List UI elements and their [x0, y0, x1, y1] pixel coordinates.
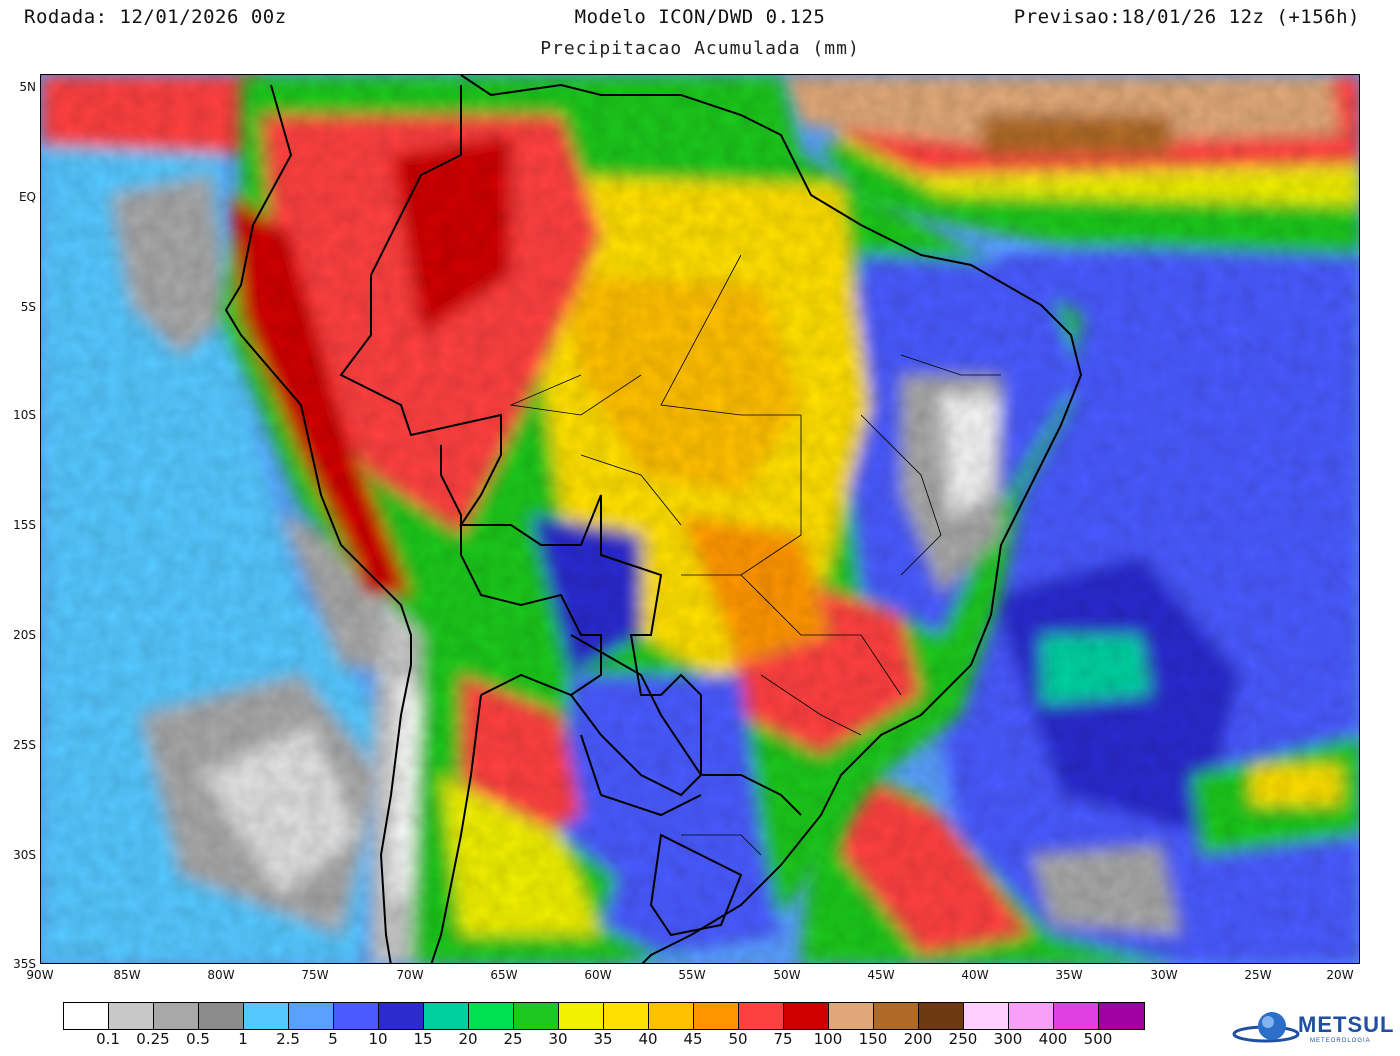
colorbar-swatch [289, 1003, 334, 1029]
metsul-logo: METSUL METEOROLOGIA [1232, 1008, 1393, 1052]
lat-label: 20S [13, 628, 36, 642]
colorbar-swatch [559, 1003, 604, 1029]
colorbar-tick-label: 300 [993, 1030, 1023, 1048]
colorbar-tick-label: 1 [238, 1030, 248, 1048]
lon-label: 75W [301, 968, 329, 982]
lon-label: 50W [773, 968, 801, 982]
lon-label: 25W [1244, 968, 1272, 982]
colorbar-tick-label: 50 [728, 1030, 748, 1048]
lon-label: 55W [678, 968, 706, 982]
colorbar-tick-label: 250 [948, 1030, 978, 1048]
lon-label: 45W [867, 968, 895, 982]
lat-label: 30S [13, 848, 36, 862]
colorbar-tick-label: 0.5 [186, 1030, 210, 1048]
colorbar-swatch [244, 1003, 289, 1029]
colorbar-tick-label: 200 [903, 1030, 933, 1048]
colorbar-swatch [649, 1003, 694, 1029]
brazil-border [339, 85, 802, 816]
colorbar-swatch [469, 1003, 514, 1029]
logo-text: METSUL [1298, 1012, 1395, 1037]
argentina-border [430, 694, 702, 963]
colorbar-tick-label: 25 [503, 1030, 523, 1048]
colorbar-swatch [1009, 1003, 1054, 1029]
colorbar-swatch [919, 1003, 964, 1029]
colorbar-tick-label: 0.1 [96, 1030, 120, 1048]
colorbar-tick-label: 5 [328, 1030, 338, 1048]
globe-icon [1232, 1012, 1300, 1043]
lat-label: 15S [13, 518, 36, 532]
colorbar-swatch [154, 1003, 199, 1029]
lon-label: 35W [1055, 968, 1083, 982]
colorbar-tick-label: 20 [458, 1030, 478, 1048]
colorbar-tick-label: 150 [858, 1030, 888, 1048]
lat-label: 10S [13, 408, 36, 422]
country-borders [224, 75, 1083, 963]
precipitation-colorbar [63, 1002, 1145, 1030]
colorbar-swatch [604, 1003, 649, 1029]
lat-label: 25S [13, 738, 36, 752]
precipitation-map[interactable] [40, 74, 1360, 964]
lat-label: EQ [18, 190, 36, 204]
lat-label: 5N [19, 80, 36, 94]
lat-label: 5S [20, 300, 36, 314]
colorbar-swatch [514, 1003, 559, 1029]
colorbar-swatch [784, 1003, 829, 1029]
lon-label: 60W [584, 968, 612, 982]
uruguay-border [649, 833, 743, 937]
lon-label: 20W [1326, 968, 1354, 982]
lon-label: 65W [490, 968, 518, 982]
valid-time-label: Previsao:18/01/26 12z (+156h) [1013, 6, 1360, 28]
coastline [224, 75, 1083, 963]
colorbar-tick-label: 30 [548, 1030, 568, 1048]
lon-label: 30W [1150, 968, 1178, 982]
paraguay-border [570, 634, 703, 797]
colorbar-tick-label: 45 [683, 1030, 703, 1048]
colorbar-swatch [424, 1003, 469, 1029]
run-time-label: Rodada: 12/01/2026 00z [24, 6, 287, 28]
colorbar-swatch [739, 1003, 784, 1029]
colorbar-tick-label: 40 [638, 1030, 658, 1048]
lon-label: 70W [396, 968, 424, 982]
colorbar-swatch [1099, 1003, 1144, 1029]
colorbar-tick-label: 2.5 [276, 1030, 300, 1048]
colorbar-tick-label: 15 [413, 1030, 433, 1048]
colorbar-swatch [694, 1003, 739, 1029]
colorbar-tick-label: 500 [1083, 1030, 1113, 1048]
colorbar-swatch [334, 1003, 379, 1029]
colorbar-swatch [199, 1003, 244, 1029]
state-borders [509, 254, 1001, 856]
colorbar-swatch [109, 1003, 154, 1029]
colorbar-tick-label: 75 [773, 1030, 793, 1048]
colorbar-swatch [829, 1003, 874, 1029]
colorbar-tick-label: 10 [368, 1030, 388, 1048]
colorbar-tick-label: 35 [593, 1030, 613, 1048]
colorbar-tick-label: 0.25 [136, 1030, 170, 1048]
map-subtitle: Precipitacao Acumulada (mm) [540, 38, 860, 59]
colorbar-swatch [64, 1003, 109, 1029]
colorbar-swatch [874, 1003, 919, 1029]
lon-label: 90W [26, 968, 54, 982]
model-title: Modelo ICON/DWD 0.125 [574, 6, 826, 28]
lon-label: 85W [113, 968, 141, 982]
lon-label: 80W [207, 968, 235, 982]
colorbar-swatch [1054, 1003, 1099, 1029]
lat-label: 35S [13, 957, 36, 971]
colorbar-tick-label: 400 [1038, 1030, 1068, 1048]
colorbar-swatch [379, 1003, 424, 1029]
colorbar-swatch [964, 1003, 1009, 1029]
lon-label: 40W [961, 968, 989, 982]
logo-subtext: METEOROLOGIA [1310, 1038, 1371, 1044]
colorbar-tick-label: 100 [813, 1030, 843, 1048]
